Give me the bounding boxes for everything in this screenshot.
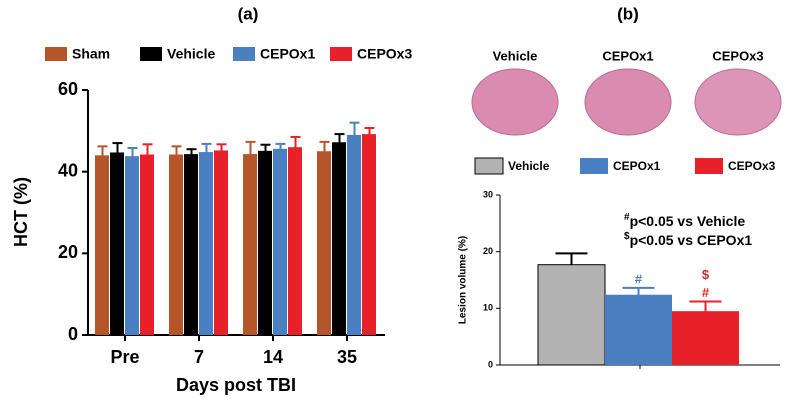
- y-tick-label: 0: [68, 324, 78, 344]
- legend-label: CEPOx1: [613, 159, 661, 173]
- chart-title: (a): [238, 4, 259, 23]
- bar: [125, 156, 139, 335]
- annotation: $p<0.05 vs CEPOx1: [624, 231, 752, 248]
- legend-swatch: [474, 157, 504, 175]
- legend-swatch: [580, 158, 608, 174]
- legend-label: Vehicle: [508, 159, 550, 173]
- y-tick-label: 20: [483, 246, 493, 256]
- legend-swatch: [45, 47, 67, 61]
- legend-label: CEPOx3: [728, 159, 776, 173]
- annotation-text: p<0.05 vs CEPOx1: [630, 232, 753, 248]
- bar: [214, 150, 228, 335]
- x-axis-label: Days post TBI: [176, 375, 296, 395]
- y-tick-label: 10: [483, 303, 493, 313]
- y-tick-label: 40: [58, 160, 78, 180]
- bar: [199, 152, 213, 335]
- bar: [362, 134, 376, 335]
- y-tick-label: 30: [483, 189, 493, 199]
- legend-label: CEPOx3: [357, 46, 412, 62]
- legend-swatch: [330, 47, 352, 61]
- chart-title: (b): [617, 4, 639, 23]
- bar: [672, 311, 739, 365]
- legend-label: Sham: [72, 46, 110, 62]
- bar: [332, 142, 346, 335]
- bar: [258, 150, 272, 335]
- bar: [243, 154, 257, 335]
- bar: [273, 148, 287, 335]
- brain-images: [471, 68, 782, 136]
- legend-label: CEPOx1: [260, 46, 315, 62]
- significance-mark: $: [702, 267, 710, 282]
- bar: [347, 134, 361, 335]
- bar: [110, 152, 124, 335]
- bar: [140, 154, 154, 335]
- legend-swatch: [233, 47, 255, 61]
- legend-swatch: [140, 47, 162, 61]
- x-tick-label: 35: [337, 347, 357, 367]
- legend-swatch: [695, 158, 723, 174]
- annotation-symbol: #: [624, 212, 630, 223]
- bar: [169, 154, 183, 335]
- annotation-text: p<0.05 vs Vehicle: [630, 213, 746, 229]
- brain-image: [471, 68, 559, 136]
- image-label: Vehicle: [493, 48, 538, 63]
- y-axis-label: HCT (%): [11, 177, 31, 247]
- x-tick-label: 7: [194, 347, 204, 367]
- bar: [95, 155, 109, 335]
- x-tick-label: 14: [263, 347, 283, 367]
- legend-label: Vehicle: [167, 46, 215, 62]
- brain-image: [584, 68, 672, 136]
- brain-image: [694, 68, 782, 136]
- annotation-symbol: $: [624, 231, 630, 242]
- annotation: #p<0.05 vs Vehicle: [624, 212, 745, 229]
- bar: [537, 264, 606, 366]
- y-tick-label: 0: [488, 359, 493, 369]
- x-tick-label: Pre: [110, 347, 139, 367]
- bar: [317, 151, 331, 335]
- significance-mark: #: [635, 271, 643, 286]
- image-label: CEPOx3: [712, 48, 763, 63]
- bar: [288, 147, 302, 335]
- image-label: CEPOx1: [602, 48, 653, 63]
- y-tick-label: 60: [58, 79, 78, 99]
- bar: [605, 294, 672, 365]
- y-axis-label: Lesion volume (%): [458, 236, 469, 324]
- bar: [184, 154, 198, 335]
- y-tick-label: 20: [58, 242, 78, 262]
- significance-mark: #: [702, 285, 710, 300]
